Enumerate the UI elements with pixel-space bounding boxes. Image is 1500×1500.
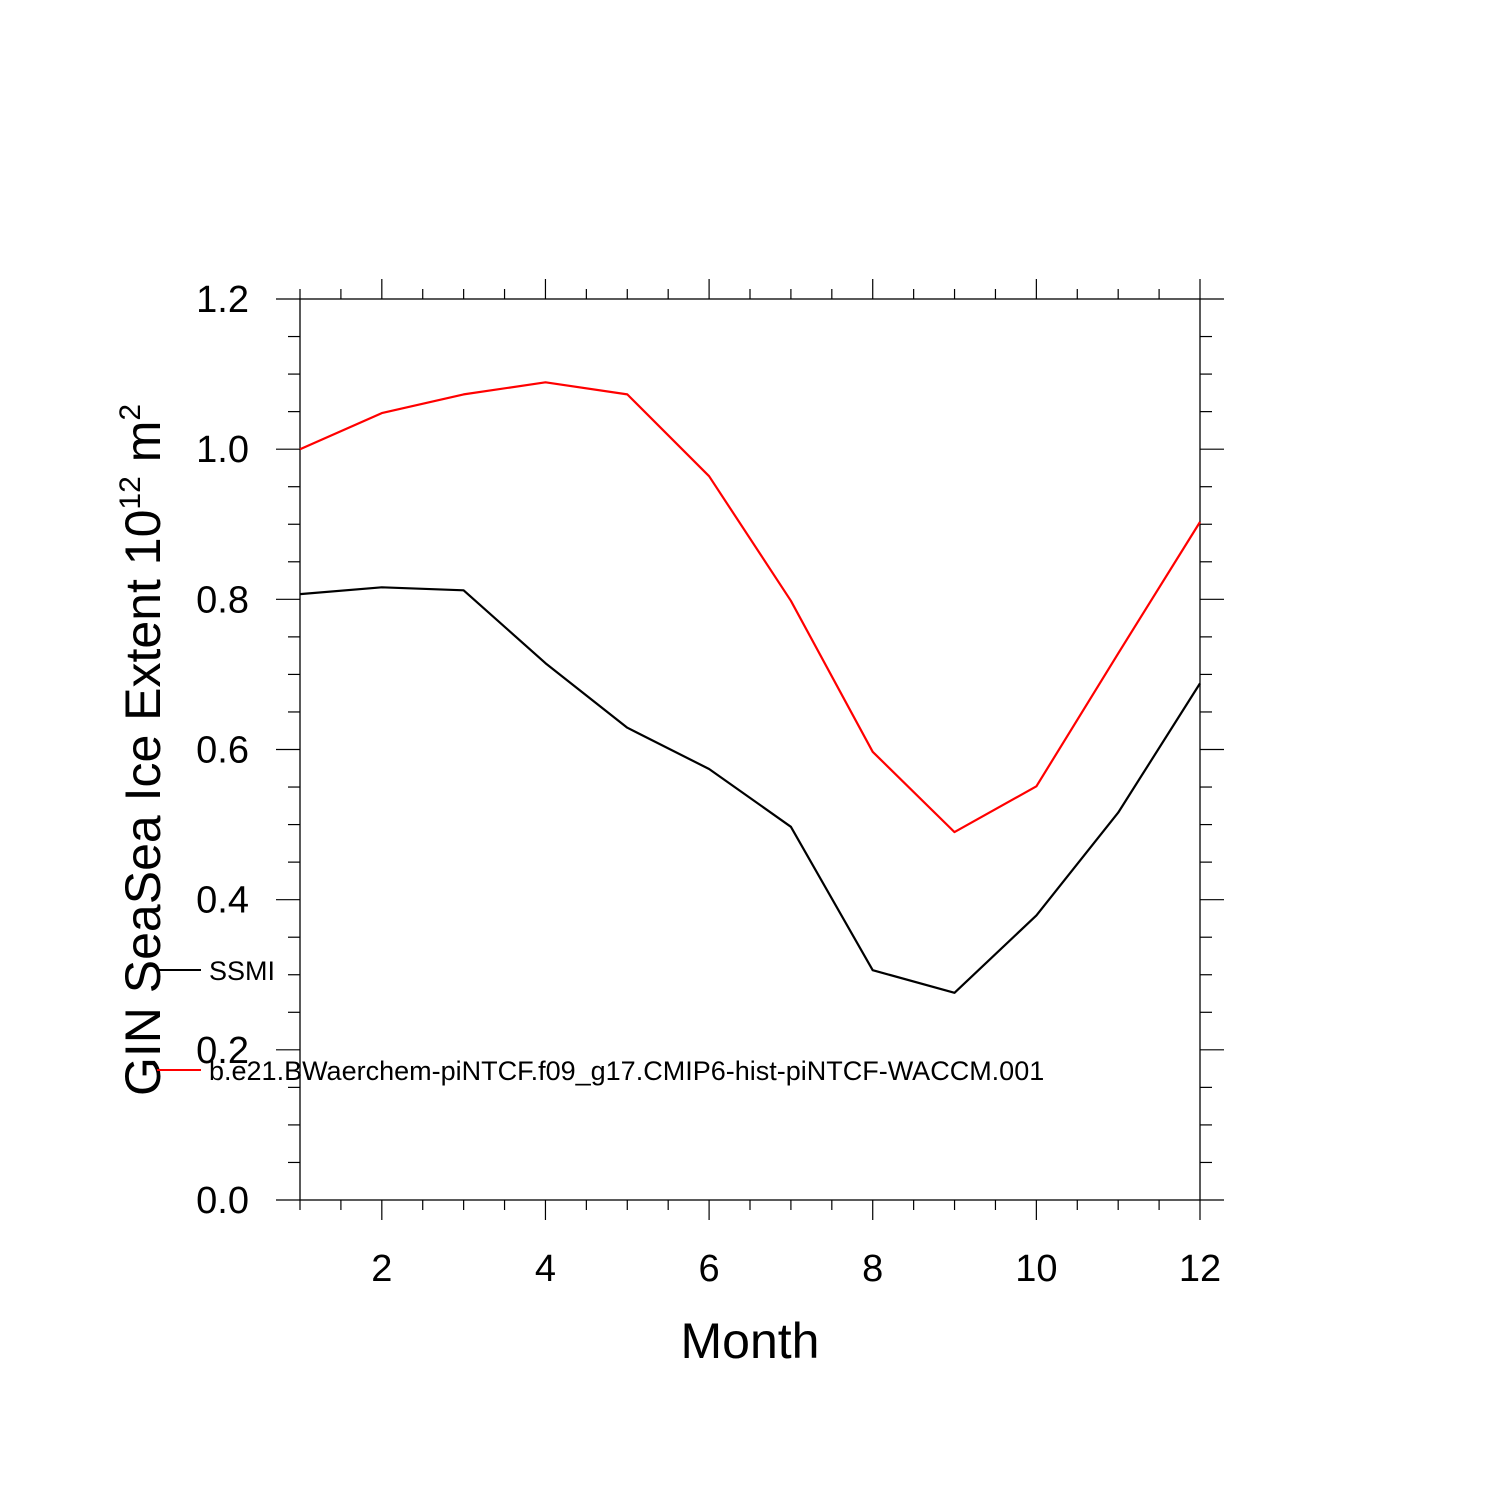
y-axis-title-unit-exponent: 2 bbox=[114, 404, 147, 421]
series-lines bbox=[299, 381, 1201, 994]
x-tick-label: 10 bbox=[1015, 1248, 1057, 1290]
y-tick-label: 0.2 bbox=[196, 1030, 249, 1072]
y-tick-label: 0.8 bbox=[196, 579, 249, 621]
x-tick-label: 6 bbox=[699, 1248, 720, 1290]
y-tick-label: 1.0 bbox=[196, 429, 249, 471]
x-tick-label: 8 bbox=[862, 1248, 883, 1290]
y-tick-label: 0.0 bbox=[196, 1180, 249, 1222]
x-axis-title: Month bbox=[681, 1313, 820, 1369]
x-tick-label: 12 bbox=[1179, 1248, 1221, 1290]
x-tick-label: 2 bbox=[371, 1248, 392, 1290]
y-axis-title-unit: m bbox=[115, 421, 171, 477]
y-tick-label: 1.2 bbox=[196, 279, 249, 321]
legend-label-ssmi: SSMI bbox=[209, 956, 275, 986]
y-axis-title-text: GIN SeaSea Ice Extent 10 bbox=[115, 510, 171, 1096]
series-line-ssmi bbox=[299, 586, 1201, 994]
axis-ticks bbox=[276, 279, 1224, 1220]
legend: SSMI b.e21.BWaerchem-piNTCF.f09_g17.CMIP… bbox=[157, 956, 1044, 1086]
series-line-waccm bbox=[299, 381, 1201, 834]
tick-labels: 2 4 6 8 10 12 0.0 0.2 0.4 0.6 0.8 1.0 1.2 bbox=[196, 279, 1221, 1290]
plot-frame bbox=[299, 298, 1201, 1201]
y-axis-title: GIN SeaSea Ice Extent 1012 m2 bbox=[114, 404, 171, 1096]
y-tick-label: 0.4 bbox=[196, 880, 249, 922]
x-tick-label: 4 bbox=[535, 1248, 556, 1290]
legend-label-waccm: b.e21.BWaerchem-piNTCF.f09_g17.CMIP6-his… bbox=[209, 1056, 1044, 1086]
y-tick-label: 0.6 bbox=[196, 730, 249, 772]
y-axis-title-exponent: 12 bbox=[114, 476, 147, 509]
